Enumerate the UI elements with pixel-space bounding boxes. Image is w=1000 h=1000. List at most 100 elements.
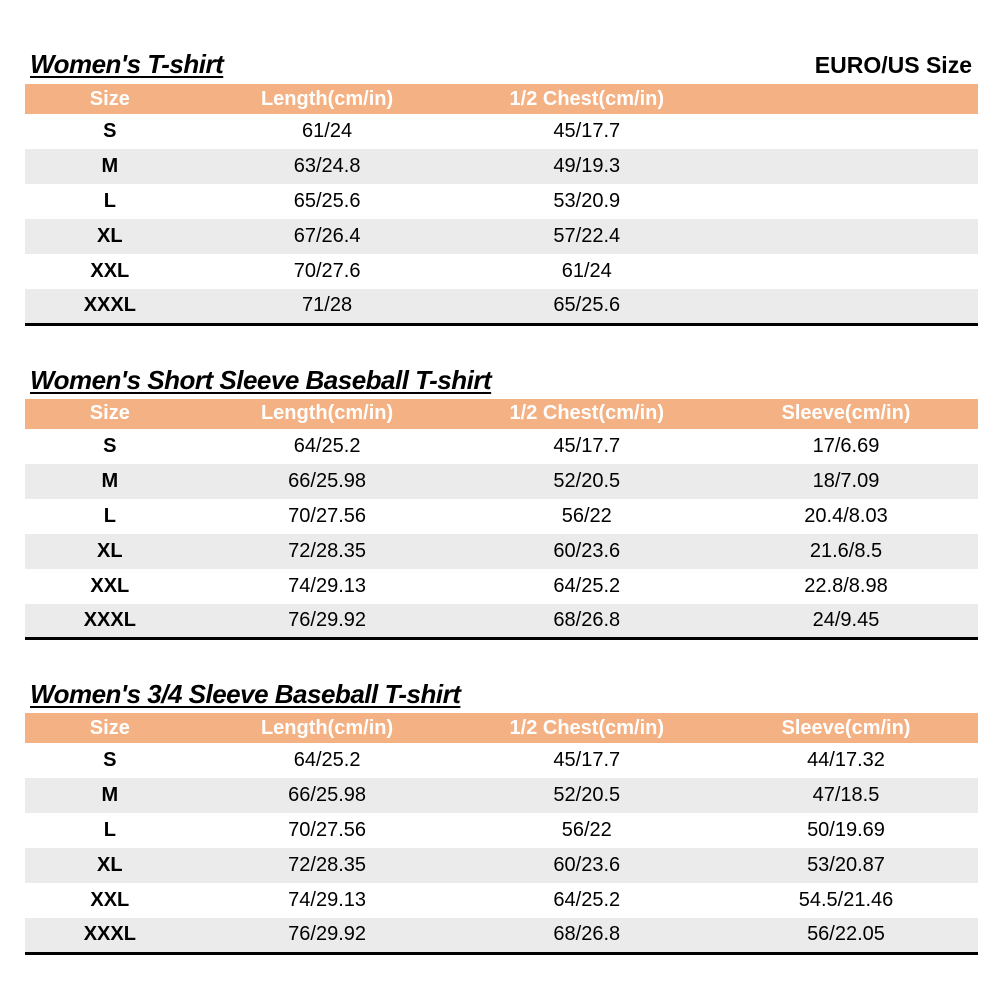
- table-row: M 66/25.98 52/20.5 18/7.09: [25, 463, 978, 499]
- measurement-cell: 64/25.2: [293, 434, 361, 457]
- measurement-cell: 24/9.45: [812, 608, 880, 631]
- measurement-cell: 71/28: [302, 294, 353, 317]
- measurement-cell: 74/29.13: [288, 889, 367, 911]
- measurement-cell: 61/24: [302, 120, 353, 142]
- table-row: L 65/25.6 53/20.9: [25, 184, 978, 219]
- size-cell: M: [101, 469, 119, 492]
- title-row: Women's 3/4 Sleeve Baseball T-shirt: [0, 680, 1000, 708]
- section-womens-three-quarter-sleeve-baseball-tshirt: Women's 3/4 Sleeve Baseball T-shirt Size…: [0, 680, 1000, 955]
- measurement-cell: 68/26.8: [553, 608, 621, 631]
- size-cell: XL: [97, 854, 123, 876]
- table-row: XL 72/28.35 60/23.6 21.6/8.5: [25, 533, 978, 569]
- measurement-cell: 63/24.8: [293, 155, 361, 177]
- section-womens-short-sleeve-baseball-tshirt: Women's Short Sleeve Baseball T-shirt Si…: [0, 366, 1000, 640]
- table-row: M 63/24.8 49/19.3: [25, 149, 978, 184]
- measurement-cell: 70/27.56: [288, 819, 367, 841]
- measurement-cell: 64/25.2: [553, 574, 621, 597]
- table-row: XXXL 76/29.92 68/26.8 56/22.05: [25, 918, 978, 953]
- table-row: XL 67/26.4 57/22.4: [25, 219, 978, 254]
- section-title-womens-short-sleeve-baseball-tshirt: Women's Short Sleeve Baseball T-shirt: [30, 364, 492, 395]
- table-row: S 61/24 45/17.7: [25, 114, 978, 149]
- measurement-cell: 70/27.56: [288, 504, 367, 527]
- measurement-cell: 17/6.69: [812, 434, 880, 457]
- measurement-cell: [714, 184, 978, 219]
- size-cell: XXXL: [83, 294, 136, 317]
- measurement-cell: 64/25.2: [293, 749, 361, 771]
- column-header: [713, 84, 978, 114]
- measurement-cell: [714, 289, 978, 324]
- table-row: XXL 70/27.6 61/24: [25, 254, 978, 289]
- column-header: Sleeve(cm/in): [713, 713, 978, 743]
- measurement-cell: 72/28.35: [288, 854, 367, 876]
- measurement-cell: 64/25.2: [553, 889, 621, 911]
- table-row: L 70/27.56 56/22 50/19.69: [25, 813, 978, 848]
- table-row: XXL 74/29.13 64/25.2 22.8/8.98: [25, 569, 978, 604]
- measurement-cell: 54.5/21.46: [798, 889, 894, 911]
- measurement-cell: 49/19.3: [553, 155, 621, 177]
- column-header: 1/2 Chest(cm/in): [459, 398, 714, 429]
- measurement-cell: 68/26.8: [553, 923, 621, 946]
- measurement-cell: 45/17.7: [553, 749, 621, 771]
- column-header: Length(cm/in): [194, 84, 460, 114]
- measurement-cell: 45/17.7: [553, 120, 621, 142]
- column-header: Size: [25, 84, 195, 114]
- size-cell: XL: [97, 225, 123, 247]
- womens-short-sleeve-baseball-tshirt-size-table: Size Length(cm/in) 1/2 Chest(cm/in) Sleeve(…: [25, 398, 978, 640]
- table-row: XXL 74/29.13 64/25.2 54.5/21.46: [25, 883, 978, 918]
- measurement-cell: 56/22: [561, 819, 612, 841]
- measurement-cell: 56/22: [561, 504, 612, 527]
- measurement-cell: 61/24: [561, 260, 612, 282]
- measurement-cell: 65/25.6: [293, 190, 361, 212]
- measurement-cell: 66/25.98: [288, 469, 367, 492]
- measurement-cell: 22.8/8.98: [804, 574, 888, 597]
- measurement-cell: 76/29.92: [288, 608, 367, 631]
- measurement-cell: 60/23.6: [553, 854, 621, 876]
- column-header: Sleeve(cm/in): [713, 398, 978, 429]
- size-cell: S: [103, 434, 117, 457]
- size-chart-page: Women's T-shirt EURO/US Size Size Length(…: [0, 50, 1000, 955]
- column-header: Size: [25, 713, 195, 743]
- measurement-cell: 57/22.4: [553, 225, 621, 247]
- measurement-cell: 56/22.05: [807, 923, 885, 946]
- size-cell: S: [103, 120, 117, 142]
- header-row: Size Length(cm/in) 1/2 Chest(cm/in): [25, 84, 978, 114]
- measurement-cell: 65/25.6: [553, 294, 621, 317]
- title-row: Women's T-shirt EURO/US Size: [0, 50, 1000, 79]
- size-cell: XXXL: [83, 923, 136, 946]
- measurement-cell: [714, 114, 978, 149]
- table-row: XXXL 76/29.92 68/26.8 24/9.45: [25, 603, 978, 639]
- section-title-womens-tshirt: Women's T-shirt: [30, 49, 224, 79]
- euro-us-size-label: EURO/US Size: [814, 52, 972, 78]
- column-header: Length(cm/in): [194, 398, 460, 429]
- section-title-womens-three-quarter-sleeve-baseball-tshirt: Women's 3/4 Sleeve Baseball T-shirt: [30, 679, 461, 709]
- measurement-cell: 53/20.87: [807, 854, 885, 876]
- measurement-cell: 50/19.69: [807, 819, 885, 841]
- header-row: Size Length(cm/in) 1/2 Chest(cm/in) Sleeve(…: [25, 398, 978, 429]
- measurement-cell: 67/26.4: [293, 225, 361, 247]
- size-cell: XL: [97, 539, 123, 562]
- size-cell: L: [103, 504, 116, 527]
- measurement-cell: 60/23.6: [553, 539, 621, 562]
- column-header: Length(cm/in): [194, 713, 460, 743]
- measurement-cell: 20.4/8.03: [804, 504, 888, 527]
- measurement-cell: 53/20.9: [553, 190, 621, 212]
- measurement-cell: 47/18.5: [812, 784, 880, 806]
- size-cell: XXXL: [83, 608, 136, 631]
- womens-tshirt-size-table: Size Length(cm/in) 1/2 Chest(cm/in) S 61/24 4…: [25, 84, 978, 326]
- title-row: Women's Short Sleeve Baseball T-shirt: [0, 366, 1000, 394]
- header-row: Size Length(cm/in) 1/2 Chest(cm/in) Sleeve(…: [25, 713, 978, 743]
- measurement-cell: 52/20.5: [553, 469, 621, 492]
- measurement-cell: 66/25.98: [288, 784, 367, 806]
- measurement-cell: 72/28.35: [288, 539, 367, 562]
- measurement-cell: 45/17.7: [553, 434, 621, 457]
- womens-three-quarter-sleeve-baseball-tshirt-size-table: Size Length(cm/in) 1/2 Chest(cm/in) Sleeve(…: [25, 713, 978, 955]
- table-row: S 64/25.2 45/17.7 44/17.32: [25, 743, 978, 778]
- column-header: 1/2 Chest(cm/in): [459, 713, 714, 743]
- table-row: M 66/25.98 52/20.5 47/18.5: [25, 778, 978, 813]
- measurement-cell: 21.6/8.5: [809, 539, 883, 562]
- table-row: S 64/25.2 45/17.7 17/6.69: [25, 429, 978, 464]
- measurement-cell: 70/27.6: [293, 260, 361, 282]
- measurement-cell: [714, 219, 978, 254]
- size-cell: L: [103, 819, 116, 841]
- size-cell: M: [101, 155, 119, 177]
